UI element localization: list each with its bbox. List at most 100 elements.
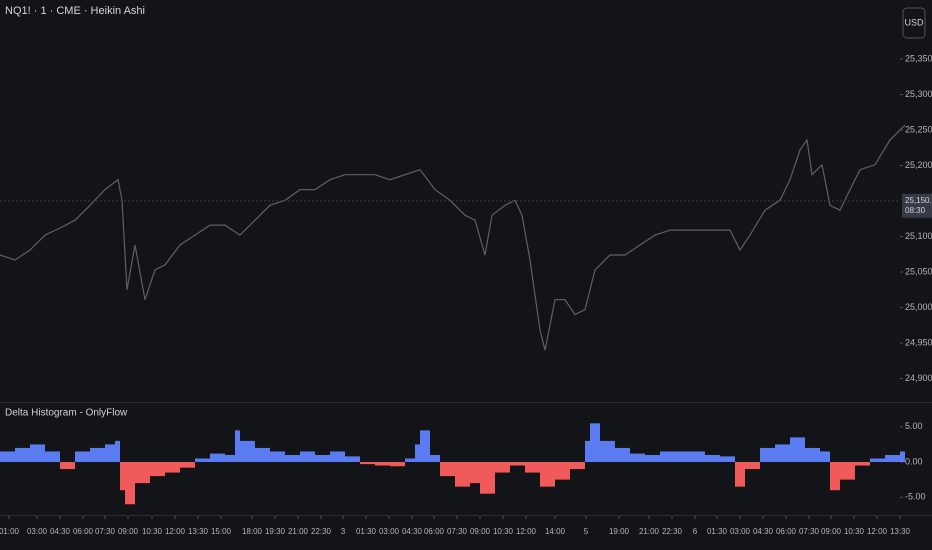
x-tick-label: 03:00 bbox=[730, 527, 751, 536]
delta-bar bbox=[415, 444, 420, 463]
x-tick-label: 13:30 bbox=[188, 527, 209, 536]
delta-bar bbox=[150, 462, 165, 477]
delta-bar bbox=[345, 456, 360, 463]
x-tick-label: 10:30 bbox=[142, 527, 163, 536]
x-tick-label: 09:00 bbox=[821, 527, 842, 536]
x-tick-label: 06:00 bbox=[424, 527, 445, 536]
x-tick-label: 06:00 bbox=[776, 527, 797, 536]
delta-bar bbox=[90, 447, 105, 463]
delta-bar bbox=[760, 447, 775, 463]
delta-bar bbox=[440, 462, 455, 477]
delta-bar bbox=[125, 462, 135, 505]
delta-bar bbox=[615, 447, 630, 463]
x-tick-label: 19:00 bbox=[609, 527, 630, 536]
delta-bar bbox=[375, 462, 390, 466]
x-tick-label: 10:30 bbox=[493, 527, 514, 536]
x-tick-label: 03:00 bbox=[27, 527, 48, 536]
y-tick-label: 25,300.00 bbox=[905, 89, 932, 99]
delta-bar bbox=[60, 462, 75, 470]
delta-bar bbox=[270, 451, 285, 463]
delta-bar bbox=[805, 447, 820, 463]
x-tick-label: 01:30 bbox=[707, 527, 728, 536]
symbol-title: NQ1! · 1 · CME · Heikin Ashi bbox=[5, 5, 145, 17]
delta-bar bbox=[675, 451, 690, 463]
y-tick-label: 0.00 bbox=[905, 456, 923, 466]
delta-bar bbox=[420, 430, 430, 463]
delta-bar bbox=[285, 454, 300, 463]
delta-bar bbox=[120, 462, 125, 491]
x-tick-label: 3 bbox=[341, 527, 346, 536]
x-tick-label: 07:30 bbox=[95, 527, 116, 536]
x-tick-label: 22:30 bbox=[662, 527, 683, 536]
delta-bar bbox=[430, 454, 440, 463]
delta-bar bbox=[790, 437, 805, 463]
x-tick-label: 12:00 bbox=[867, 527, 888, 536]
delta-bar bbox=[585, 440, 590, 463]
y-tick-label: 25,100.00 bbox=[905, 231, 932, 241]
delta-bar bbox=[405, 458, 415, 463]
x-tick-label: 01:00 bbox=[0, 527, 20, 536]
delta-bar bbox=[115, 440, 120, 463]
x-tick-label: 14:00 bbox=[545, 527, 566, 536]
delta-bar bbox=[315, 454, 330, 463]
delta-bar bbox=[745, 462, 760, 470]
delta-bar bbox=[210, 453, 225, 463]
delta-bar bbox=[820, 451, 830, 463]
x-tick-label: 13:30 bbox=[890, 527, 911, 536]
delta-bar bbox=[15, 447, 30, 463]
y-tick-label: 24,950.00 bbox=[905, 337, 932, 347]
delta-bar bbox=[45, 451, 60, 463]
x-tick-label: 07:30 bbox=[447, 527, 468, 536]
delta-bar bbox=[720, 456, 735, 463]
x-tick-label: 15:00 bbox=[211, 527, 232, 536]
x-tick-label: 21:00 bbox=[288, 527, 309, 536]
x-tick-label: 07:30 bbox=[799, 527, 820, 536]
x-tick-label: 04:30 bbox=[402, 527, 423, 536]
delta-bar bbox=[360, 462, 375, 465]
delta-bar bbox=[600, 440, 615, 463]
y-tick-label: 25,350.00 bbox=[905, 53, 932, 63]
delta-bar bbox=[480, 462, 495, 494]
x-tick-label: 10:30 bbox=[844, 527, 865, 536]
price-line bbox=[0, 124, 906, 351]
delta-bar bbox=[900, 451, 905, 463]
x-tick-label: 12:00 bbox=[165, 527, 186, 536]
delta-bar bbox=[830, 462, 840, 491]
delta-bar bbox=[735, 462, 745, 487]
delta-bar bbox=[470, 462, 480, 484]
last-price-tag bbox=[902, 193, 932, 218]
delta-bar bbox=[75, 451, 90, 463]
delta-bar bbox=[330, 451, 345, 463]
delta-bar bbox=[30, 444, 45, 463]
x-tick-label: 06:00 bbox=[73, 527, 94, 536]
delta-bar bbox=[300, 451, 315, 463]
y-tick-label: 24,900.00 bbox=[905, 373, 932, 383]
x-tick-label: 5 bbox=[584, 527, 589, 536]
y-tick-label: 25,250.00 bbox=[905, 124, 932, 134]
currency-button[interactable] bbox=[902, 7, 926, 39]
delta-bar bbox=[510, 462, 525, 466]
indicator-title: Delta Histogram - OnlyFlow bbox=[5, 408, 128, 419]
x-tick-label: 01:30 bbox=[356, 527, 377, 536]
x-tick-label: 21:00 bbox=[639, 527, 660, 536]
x-tick-label: 6 bbox=[693, 527, 698, 536]
delta-bar bbox=[195, 458, 210, 463]
x-tick-label: 03:00 bbox=[379, 527, 400, 536]
delta-bar bbox=[775, 444, 790, 463]
delta-bar bbox=[855, 462, 870, 466]
delta-bar bbox=[525, 462, 540, 473]
delta-bar bbox=[570, 462, 585, 470]
delta-bar bbox=[870, 458, 885, 463]
delta-bar bbox=[240, 440, 255, 463]
delta-bar bbox=[180, 462, 195, 468]
delta-bar bbox=[105, 444, 115, 463]
y-tick-label: 25,000.00 bbox=[905, 302, 932, 312]
delta-bar bbox=[630, 453, 645, 463]
delta-bar bbox=[455, 462, 470, 487]
x-tick-label: 22:30 bbox=[311, 527, 332, 536]
y-tick-label: 25,050.00 bbox=[905, 266, 932, 276]
delta-bar bbox=[885, 454, 900, 463]
countdown-label: 08:30 bbox=[905, 206, 926, 215]
delta-bar bbox=[555, 462, 570, 480]
